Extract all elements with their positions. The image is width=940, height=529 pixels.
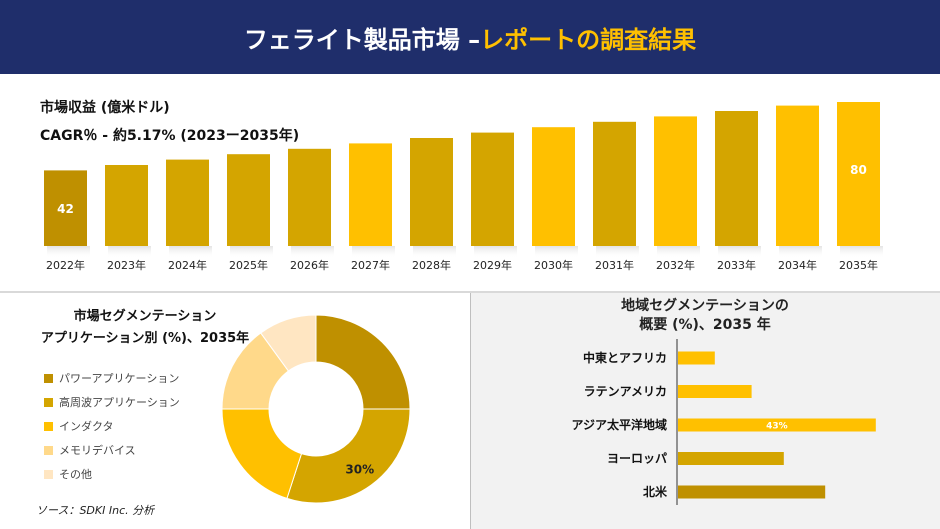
revenue-bar-shadow — [474, 246, 517, 258]
region-tick-label: ラテンアメリカ — [584, 385, 667, 399]
legend-item: 高周波アプリケーション — [44, 390, 204, 414]
donut-slice — [315, 314, 411, 410]
donut-slice — [286, 408, 411, 504]
legend-item: その他 — [44, 462, 204, 486]
legend-label: その他 — [59, 468, 92, 481]
revenue-cagr: CAGR％ - 約5.17% (2023ー2035年) — [40, 128, 300, 144]
region-bar — [678, 452, 784, 465]
legend-label: インダクタ — [59, 420, 114, 433]
revenue-tick-label: 2029年 — [473, 258, 512, 272]
header-title: フェライト製品市場 – — [243, 25, 481, 54]
legend-label: 高周波アプリケーション — [59, 396, 180, 409]
revenue-bar-shadow — [718, 246, 761, 258]
revenue-bar — [715, 111, 758, 246]
revenue-bar — [471, 132, 514, 246]
revenue-bar — [227, 154, 270, 246]
source-note: ソース：SDKI Inc. 分析 — [36, 504, 155, 517]
revenue-bar-shadow — [596, 246, 639, 258]
section-divider — [0, 291, 940, 293]
donut-data-label: 30% — [345, 462, 374, 476]
legend-swatch — [44, 445, 53, 455]
revenue-tick-label: 2022年 — [46, 258, 85, 272]
revenue-bar-shadow — [108, 246, 151, 258]
revenue-tick-label: 2025年 — [229, 258, 268, 272]
legend-swatch — [44, 397, 53, 407]
revenue-bar-shadow — [291, 246, 334, 258]
revenue-bar-shadow — [535, 246, 578, 258]
revenue-bar — [288, 148, 331, 246]
region-data-label: 43% — [766, 422, 788, 432]
segment-legend: パワーアプリケーション 高周波アプリケーション インダクタメモリデバイス その他 — [44, 366, 204, 486]
revenue-bar-shadow — [779, 246, 822, 258]
revenue-bar — [166, 159, 209, 246]
segment-title: 市場セグメンテーション アプリケーション別 (%)、2035年 — [0, 306, 290, 350]
legend-label: メモリデバイス — [59, 444, 136, 457]
revenue-bar — [349, 143, 392, 246]
revenue-bar — [837, 102, 880, 246]
revenue-tick-label: 2031年 — [595, 258, 634, 272]
region-title-line2: 概要 (%)、2035 年 — [639, 317, 771, 333]
region-bar — [678, 485, 826, 499]
region-bar — [678, 385, 752, 398]
revenue-tick-label: 2033年 — [717, 258, 756, 272]
revenue-tick-label: 2034年 — [778, 258, 817, 272]
revenue-bar — [593, 121, 636, 246]
revenue-title: 市場収益 (億米ドル) — [40, 100, 170, 116]
revenue-bar — [410, 138, 453, 246]
revenue-bar-shadow — [47, 246, 90, 258]
revenue-bar-shadow — [169, 246, 212, 258]
segment-donut-chart: 30% — [221, 314, 411, 504]
revenue-tick-label: 2024年 — [168, 258, 207, 272]
revenue-bar — [44, 170, 87, 246]
revenue-bar — [654, 116, 697, 247]
region-bar — [678, 418, 876, 432]
revenue-tick-label: 2035年 — [839, 258, 878, 272]
header-title-accent: レポートの調査結果 — [480, 25, 697, 54]
revenue-bar-shadow — [840, 246, 883, 258]
revenue-bar-shadow — [352, 246, 395, 258]
revenue-tick-label: 2028年 — [412, 258, 451, 272]
revenue-tick-label: 2030年 — [534, 258, 573, 272]
region-tick-label: 北米 — [643, 484, 668, 499]
revenue-bar — [532, 127, 575, 246]
revenue-data-label: 80 — [850, 163, 867, 177]
header-banner: フェライト製品市場 – レポートの調査結果 — [0, 0, 940, 74]
legend-label: パワーアプリケーション — [59, 372, 180, 385]
region-title: 地域セグメンテーションの 概要 (%)、2035 年 — [560, 297, 850, 335]
legend-item: パワーアプリケーション — [44, 366, 204, 390]
legend-swatch — [44, 469, 53, 479]
segment-title-line2: アプリケーション別 (%)、2035年 — [40, 331, 250, 346]
revenue-tick-label: 2023年 — [107, 258, 146, 272]
donut-slice — [221, 408, 303, 500]
region-tick-label: アジア太平洋地域 — [571, 417, 667, 432]
revenue-bar — [105, 165, 148, 246]
revenue-data-label: 42 — [57, 202, 74, 216]
donut-slice — [260, 314, 317, 372]
revenue-tick-label: 2026年 — [290, 258, 329, 272]
revenue-bar-shadow — [413, 246, 456, 258]
revenue-bar-shadow — [230, 246, 273, 258]
legend-item: インダクタ — [44, 414, 204, 438]
legend-swatch — [44, 373, 53, 383]
legend-item: メモリデバイス — [44, 438, 204, 462]
revenue-tick-label: 2027年 — [351, 258, 390, 272]
region-tick-label: ヨーロッパ — [607, 452, 667, 466]
segment-title-line1: 市場セグメンテーション — [73, 309, 217, 324]
revenue-bar-shadow — [657, 246, 700, 258]
revenue-tick-label: 2032年 — [656, 258, 695, 272]
revenue-bar-chart: 2022年 2023年 2024年 2025年 2026年 2027年 2028年 2029年… — [44, 102, 883, 272]
region-bar — [678, 351, 715, 365]
panel-divider — [470, 293, 471, 529]
legend-swatch — [44, 421, 53, 431]
region-tick-label: 中東とアフリカ — [583, 350, 667, 365]
revenue-bar — [776, 105, 819, 246]
region-title-line1: 地域セグメンテーションの — [621, 298, 789, 314]
